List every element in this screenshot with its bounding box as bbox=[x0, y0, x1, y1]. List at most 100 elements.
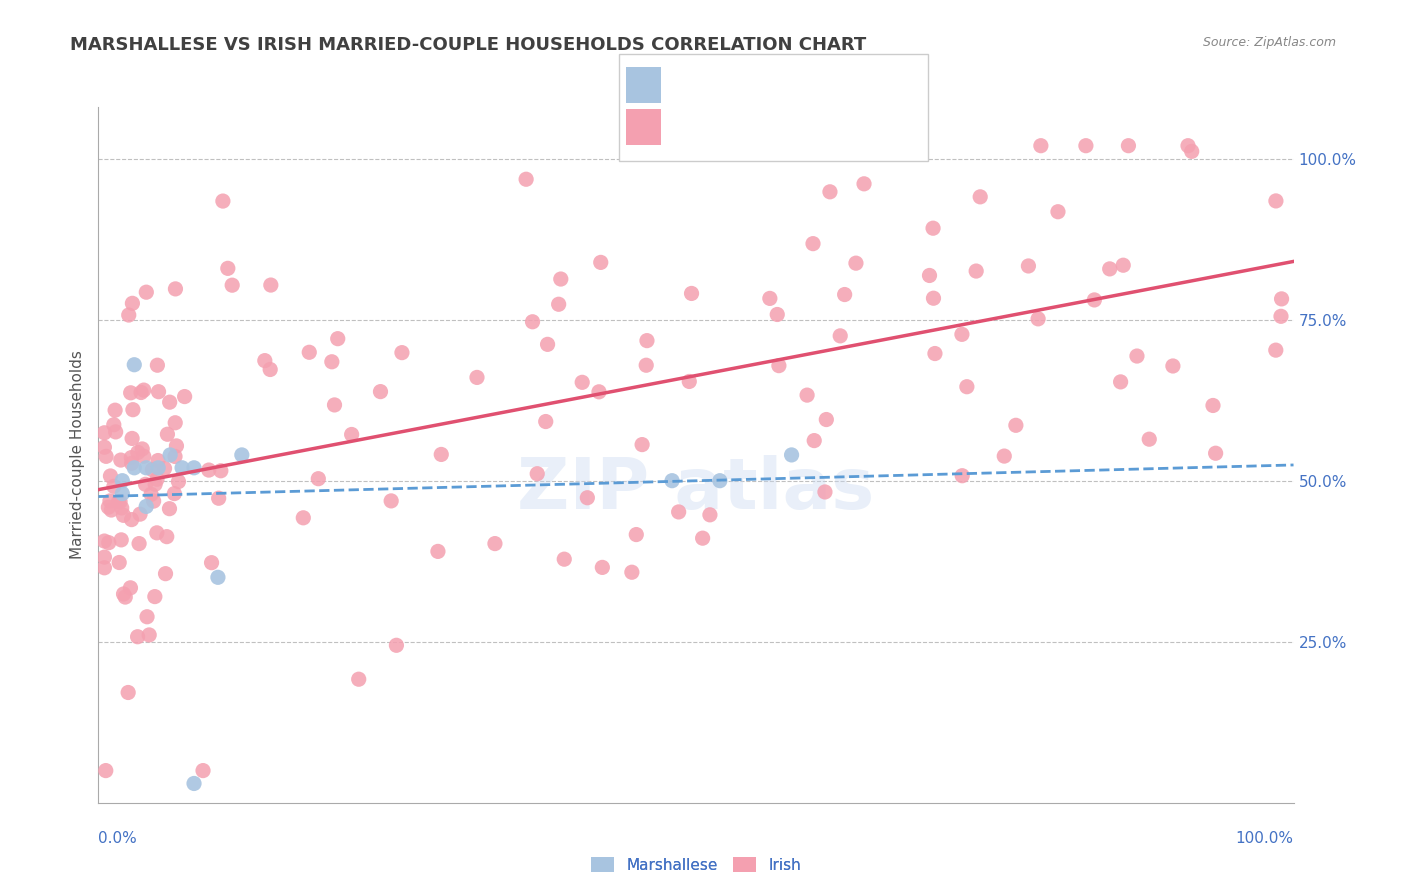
Point bbox=[93, 425, 115, 440]
Point bbox=[103, 479, 125, 493]
Point bbox=[588, 384, 610, 399]
Point bbox=[526, 467, 548, 481]
Point bbox=[134, 477, 156, 491]
Point bbox=[321, 355, 343, 369]
Point bbox=[699, 508, 721, 522]
Point bbox=[576, 491, 599, 505]
Point bbox=[156, 427, 179, 442]
Point bbox=[146, 525, 169, 540]
Point bbox=[636, 334, 658, 348]
Point bbox=[146, 358, 169, 372]
Point bbox=[93, 534, 115, 549]
Point bbox=[124, 358, 146, 372]
Point bbox=[484, 536, 506, 550]
Point bbox=[165, 416, 187, 430]
Point bbox=[814, 485, 837, 500]
Point bbox=[127, 445, 149, 459]
Point bbox=[801, 138, 824, 153]
Point bbox=[122, 402, 145, 417]
Point bbox=[1205, 446, 1227, 460]
Point bbox=[141, 463, 163, 477]
Text: R = 0.074: R = 0.074 bbox=[671, 75, 754, 93]
Point bbox=[121, 296, 143, 310]
Point bbox=[956, 380, 979, 394]
Point bbox=[323, 398, 346, 412]
Point bbox=[98, 494, 121, 508]
Point bbox=[138, 628, 160, 642]
Point bbox=[969, 190, 991, 204]
Point bbox=[553, 552, 575, 566]
Point bbox=[1177, 138, 1199, 153]
Point bbox=[129, 385, 152, 400]
Point bbox=[292, 511, 315, 525]
Point bbox=[100, 503, 122, 517]
Point bbox=[118, 308, 141, 322]
Point bbox=[591, 560, 613, 574]
Point bbox=[1181, 145, 1204, 159]
Y-axis label: Married-couple Households: Married-couple Households bbox=[69, 351, 84, 559]
Point bbox=[636, 358, 658, 372]
Point bbox=[326, 332, 349, 346]
Text: N = 166: N = 166 bbox=[815, 118, 889, 136]
Point bbox=[620, 566, 643, 580]
Point bbox=[1098, 261, 1121, 276]
Point bbox=[208, 491, 231, 506]
Point bbox=[709, 474, 731, 488]
Text: N =  16: N = 16 bbox=[815, 75, 879, 93]
Point bbox=[110, 453, 132, 467]
Point bbox=[253, 353, 276, 368]
Point bbox=[1264, 343, 1286, 358]
Text: 0.0%: 0.0% bbox=[98, 831, 138, 846]
Text: R = 0.364: R = 0.364 bbox=[671, 118, 754, 136]
Point bbox=[1270, 310, 1292, 324]
Point bbox=[108, 494, 131, 508]
Point bbox=[94, 450, 117, 464]
Point bbox=[993, 449, 1015, 463]
Point bbox=[121, 513, 143, 527]
Point bbox=[515, 172, 537, 186]
Point bbox=[803, 434, 825, 448]
Point bbox=[370, 384, 392, 399]
Point bbox=[692, 531, 714, 545]
Point bbox=[260, 278, 283, 293]
Point bbox=[97, 535, 120, 549]
Point bbox=[681, 286, 703, 301]
Point bbox=[626, 527, 648, 541]
Point bbox=[120, 450, 142, 465]
Point bbox=[550, 272, 572, 286]
Point bbox=[950, 327, 973, 342]
Point bbox=[661, 474, 683, 488]
Point bbox=[965, 264, 987, 278]
Point bbox=[124, 460, 146, 475]
Point bbox=[1264, 194, 1286, 208]
Point bbox=[766, 308, 789, 322]
Point bbox=[217, 261, 239, 276]
Point bbox=[94, 764, 117, 778]
Point bbox=[136, 609, 159, 624]
Point bbox=[534, 415, 557, 429]
Point bbox=[142, 494, 165, 508]
Point bbox=[1126, 349, 1149, 363]
Point bbox=[163, 486, 186, 500]
Point bbox=[128, 536, 150, 550]
Point bbox=[127, 630, 149, 644]
Point bbox=[153, 461, 176, 475]
Point bbox=[135, 285, 157, 300]
Point bbox=[159, 501, 181, 516]
Point bbox=[547, 297, 569, 311]
Point bbox=[1202, 399, 1225, 413]
Point bbox=[1112, 258, 1135, 272]
Point bbox=[183, 460, 205, 475]
Point bbox=[768, 359, 790, 373]
Text: Source: ZipAtlas.com: Source: ZipAtlas.com bbox=[1202, 36, 1336, 49]
Point bbox=[135, 460, 157, 475]
Text: ZIP atlas: ZIP atlas bbox=[517, 455, 875, 524]
Point bbox=[146, 472, 169, 486]
Point bbox=[200, 556, 222, 570]
Point bbox=[165, 439, 187, 453]
Point bbox=[347, 672, 370, 686]
Point bbox=[430, 447, 453, 461]
Point bbox=[111, 486, 134, 500]
Point bbox=[120, 385, 142, 400]
Point bbox=[172, 460, 194, 475]
